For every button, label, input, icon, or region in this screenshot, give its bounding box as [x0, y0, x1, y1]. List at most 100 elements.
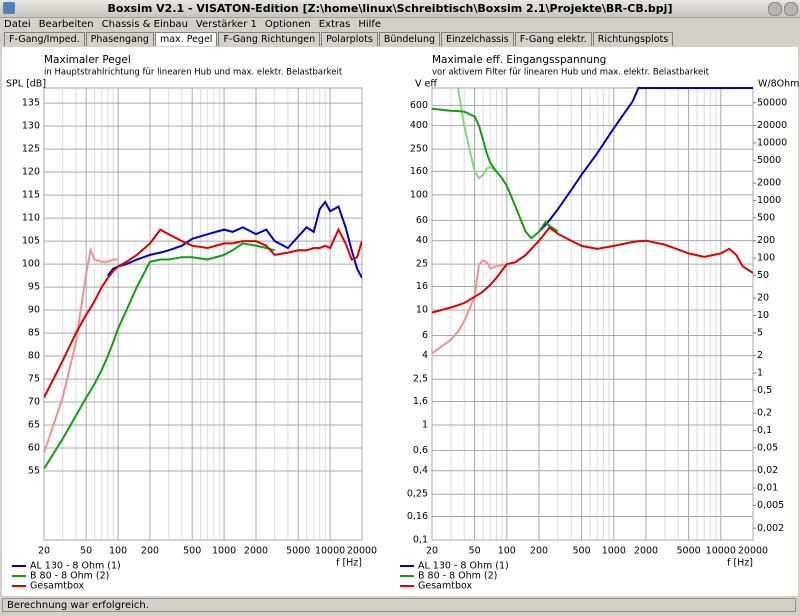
menu-item[interactable]: Chassis & Einbau [101, 19, 188, 30]
y2-tick-label: 1000 [757, 195, 781, 206]
y-tick-label: 100 [410, 189, 428, 200]
y-tick-label: 130 [22, 121, 40, 132]
y-tick-label: 25 [416, 259, 428, 270]
x-axis-label: f [Hz] [336, 558, 362, 569]
y-tick-label: 125 [22, 144, 40, 155]
y-tick-label: 55 [28, 466, 40, 477]
y2-tick-label: 0,005 [757, 500, 784, 511]
y-tick-label: 0,6 [413, 445, 428, 456]
x-tick-label: 10000 [706, 546, 736, 557]
y-tick-label: 95 [28, 282, 40, 293]
menu-item[interactable]: Optionen [264, 19, 311, 30]
y-tick-label: 0,16 [407, 511, 428, 522]
y-tick-label: 0,4 [413, 465, 428, 476]
tab[interactable]: F-Gang Richtungen [218, 32, 321, 46]
y2-tick-label: 2000 [757, 178, 781, 189]
x-tick-label: 50 [469, 546, 481, 557]
y2-tick-label: 0,1 [757, 425, 772, 436]
tab[interactable]: Richtungsplots [592, 32, 674, 46]
legend-label: Gesamtbox [418, 581, 473, 592]
y-tick-label: 90 [28, 305, 40, 316]
x-tick-label: 500 [183, 546, 201, 557]
y-tick-label: 60 [28, 443, 40, 454]
menu-item[interactable]: Bearbeiten [38, 19, 94, 30]
x-tick-label: 500 [573, 546, 591, 557]
y2-tick-label: 50 [757, 270, 769, 281]
x-tick-label: 20000 [738, 546, 768, 557]
y2-tick-label: 0,01 [757, 483, 778, 494]
chart-title: Maximale eff. Eingangsspannung [432, 54, 606, 66]
plot-area [43, 87, 363, 541]
x-tick-label: 2000 [634, 546, 658, 557]
y2-tick-label: 2 [757, 350, 763, 361]
x-tick-label: 200 [141, 546, 159, 557]
tab[interactable]: F-Gang elektr. [514, 32, 592, 46]
tab[interactable]: Phasengang [85, 32, 154, 46]
x-tick-label: 20000 [347, 546, 377, 557]
close-button[interactable] [784, 2, 798, 16]
y-tick-label: 400 [410, 120, 428, 131]
tab-bar: F-Gang/Imped. Phasengang max. Pegel F-Gang … [4, 32, 674, 46]
tab[interactable]: max. Pegel [154, 32, 218, 46]
tab[interactable]: F-Gang/Imped. [4, 32, 85, 46]
y2-tick-label: 5000 [757, 155, 781, 166]
y-axis-label: V eff [415, 79, 437, 90]
chart-subtitle: in Hauptstrahlrichtung für linearen Hub … [44, 68, 343, 78]
x-axis-label: f [Hz] [727, 558, 753, 569]
menu-item[interactable]: Hilfe [358, 19, 382, 30]
y-tick-label: 160 [410, 166, 428, 177]
x-tick-label: 20 [38, 546, 50, 557]
tab[interactable]: Polarplots [321, 32, 378, 46]
y-tick-label: 60 [416, 215, 428, 226]
y-tick-label: 120 [22, 167, 40, 178]
x-tick-label: 50 [80, 546, 92, 557]
y-tick-label: 4 [422, 350, 428, 361]
y-tick-label: 6 [422, 330, 428, 341]
series-line [44, 227, 362, 398]
y-tick-label: 85 [28, 328, 40, 339]
minimize-button[interactable] [768, 2, 782, 16]
x-tick-label: 5000 [286, 546, 310, 557]
series-line [538, 87, 753, 233]
y2-tick-label: 1 [757, 368, 763, 379]
series-line [44, 246, 119, 453]
y-tick-label: 1 [422, 419, 428, 430]
series-line [432, 107, 559, 240]
y2-tick-label: 500 [757, 212, 775, 223]
chart-subtitle: vor aktivem Filter für linearen Hub und … [432, 68, 710, 78]
y2-axis-label: W/8Ohm [758, 79, 799, 90]
y-tick-label: 600 [410, 100, 428, 111]
tab[interactable]: Bündelung [378, 32, 440, 46]
title-bar: Boxsim V2.1 - VISATON-Edition [Z:\home\l… [0, 0, 800, 18]
y2-tick-label: 100 [757, 252, 775, 263]
charts: 20 50 100 200 500 1000 2000 5000 10000 2000055606… [2, 47, 799, 596]
y2-tick-label: 20 [757, 293, 769, 304]
x-tick-label: 2000 [244, 546, 268, 557]
legend-label: B 80 - 8 Ohm (2) [418, 571, 497, 582]
y2-tick-label: 10000 [757, 137, 787, 148]
y-tick-label: 65 [28, 420, 40, 431]
y-tick-label: 110 [22, 213, 40, 224]
x-tick-label: 20 [426, 546, 438, 557]
y-tick-label: 115 [22, 190, 40, 201]
y-tick-label: 2,5 [413, 374, 428, 385]
y-tick-label: 10 [416, 304, 428, 315]
y-tick-label: 100 [22, 259, 40, 270]
tab[interactable]: Einzelchassis [441, 32, 514, 46]
window-title: Boxsim V2.1 - VISATON-Edition [Z:\home\l… [107, 2, 673, 15]
series-line [432, 226, 753, 314]
y-tick-label: 80 [28, 351, 40, 362]
x-tick-label: 10000 [315, 546, 345, 557]
legend-label: AL 130 - 8 Ohm (1) [30, 561, 121, 572]
menu-item[interactable]: Datei [4, 19, 31, 30]
y-axis-label: SPL [dB] [6, 79, 46, 90]
menu-item[interactable]: Extras [318, 19, 351, 30]
y2-tick-label: 20000 [757, 120, 787, 131]
y2-tick-label: 0,002 [757, 523, 784, 534]
y-tick-label: 40 [416, 235, 428, 246]
y-tick-label: 70 [28, 397, 40, 408]
y-tick-label: 0,1 [413, 535, 428, 546]
menu-item[interactable]: Verstärker 1 [195, 19, 257, 30]
series-line [107, 200, 362, 279]
